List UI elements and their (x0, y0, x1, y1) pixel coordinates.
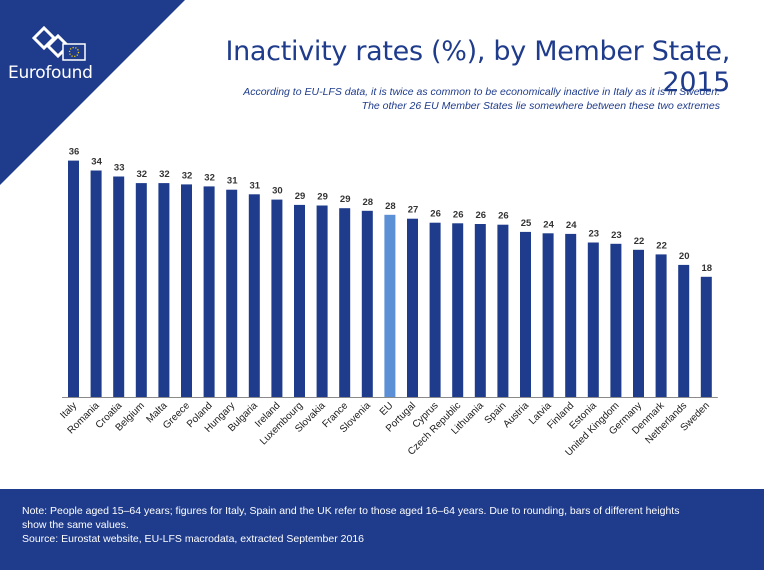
data-label: 26 (498, 211, 509, 222)
data-label: 29 (295, 191, 306, 202)
bar-france (339, 208, 351, 397)
data-label: 26 (453, 209, 464, 220)
bar-belgium (135, 183, 147, 397)
bar-poland (203, 186, 215, 397)
bar-denmark (655, 254, 667, 397)
data-label: 24 (543, 219, 554, 230)
bar-romania (90, 170, 102, 397)
data-label: 32 (204, 172, 215, 183)
bar-estonia (587, 242, 599, 397)
data-label: 36 (69, 147, 80, 158)
bar-united-kingdom (610, 243, 622, 397)
data-label: 31 (250, 180, 261, 191)
bar-malta (158, 183, 170, 397)
bar-netherlands (678, 264, 690, 397)
chart-subtitle-line1: According to EU-LFS data, it is twice as… (243, 86, 720, 98)
brand-name: Eurofound (8, 63, 93, 83)
bar-greece (181, 184, 192, 397)
bar-sweden (700, 276, 712, 397)
bar-spain (497, 224, 509, 397)
bar-chart: 36Italy34Romania33Croatia32Belgium32Malt… (58, 147, 718, 458)
data-label: 23 (589, 229, 600, 240)
data-label: 27 (408, 205, 419, 216)
bar-eu (384, 214, 396, 397)
bar-bulgaria (248, 194, 260, 397)
data-label: 26 (476, 210, 487, 221)
data-label: 28 (385, 201, 396, 212)
data-label: 33 (114, 163, 125, 174)
data-label: 20 (679, 251, 690, 262)
data-label: 29 (317, 192, 328, 203)
data-label: 32 (137, 169, 148, 180)
chart-title: Inactivity rates (%), by Member State, 2… (225, 36, 730, 98)
bar-czech-republic (452, 223, 464, 397)
data-label: 31 (227, 176, 238, 187)
bar-austria (520, 231, 531, 397)
data-label: 24 (566, 220, 577, 231)
footer: Note: People aged 15–64 years; figures f… (0, 489, 764, 570)
bar-slovakia (316, 205, 328, 397)
data-label: 23 (611, 230, 622, 241)
footer-source: Source: Eurostat website, EU-LFS macroda… (22, 533, 365, 545)
data-label: 26 (430, 209, 441, 220)
footer-note-line1: Note: People aged 15–64 years; figures f… (22, 505, 680, 517)
data-label: 28 (363, 197, 374, 208)
footer-note-line2: show the same values. (22, 519, 129, 531)
data-label: 22 (656, 240, 667, 251)
logo-corner (0, 0, 185, 185)
bar-lithuania (474, 224, 486, 397)
data-label: 18 (702, 263, 713, 274)
bar-germany (633, 249, 644, 397)
category-label: EU (378, 400, 396, 418)
bar-hungary (226, 189, 238, 397)
data-label: 29 (340, 194, 351, 205)
chart-subtitle-line2: The other 26 EU Member States lie somewh… (361, 100, 720, 112)
data-label: 22 (634, 236, 645, 247)
category-label: Austria (501, 400, 531, 430)
data-label: 25 (521, 218, 532, 229)
eu-flag-icon (62, 43, 86, 61)
bar-latvia (542, 233, 554, 397)
bar-luxembourg (294, 204, 305, 397)
data-label: 32 (182, 170, 193, 181)
bar-ireland (271, 199, 283, 397)
bar-italy (68, 160, 79, 397)
bar-croatia (113, 176, 125, 397)
data-label: 32 (159, 169, 170, 180)
data-label: 30 (272, 186, 283, 197)
bar-portugal (407, 218, 418, 397)
bar-slovenia (361, 210, 373, 397)
data-label: 34 (91, 157, 102, 168)
bar-cyprus (429, 222, 441, 397)
bar-finland (565, 233, 577, 397)
